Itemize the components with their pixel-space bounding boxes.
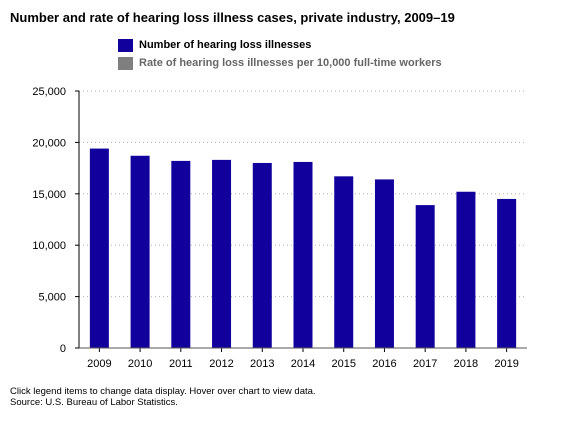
bar[interactable]: [212, 159, 232, 348]
x-tick-label: 2016: [372, 358, 396, 370]
x-tick-label: 2013: [250, 358, 274, 370]
y-tick-label: 5,000: [38, 292, 66, 304]
legend-swatch-number: [118, 38, 133, 52]
y-tick-label: 25,000: [32, 86, 66, 98]
legend-label-rate: Rate of hearing loss illnesses per 10,00…: [139, 57, 442, 69]
footnote-instructions: Click legend items to change data displa…: [10, 386, 316, 397]
bar[interactable]: [89, 148, 109, 348]
bar[interactable]: [334, 176, 354, 348]
bar[interactable]: [497, 198, 517, 348]
x-tick-label: 2014: [291, 358, 315, 370]
x-tick-label: 2018: [454, 358, 478, 370]
y-tick-label: 20,000: [32, 137, 66, 149]
x-tick-label: 2017: [413, 358, 437, 370]
bar[interactable]: [130, 155, 150, 348]
footnote-source: Source: U.S. Bureau of Labor Statistics.: [10, 397, 178, 408]
x-tick-label: 2019: [494, 358, 518, 370]
bar[interactable]: [415, 205, 435, 348]
y-tick-label: 10,000: [32, 240, 66, 252]
bar[interactable]: [293, 161, 313, 348]
bar[interactable]: [456, 191, 476, 348]
legend-label-number: Number of hearing loss illnesses: [139, 39, 312, 51]
legend-item-number[interactable]: Number of hearing loss illnesses: [118, 36, 442, 54]
y-tick-label: 15,000: [32, 189, 66, 201]
footnote: Click legend items to change data displa…: [10, 386, 316, 408]
x-tick-label: 2011: [169, 358, 193, 370]
legend-swatch-rate: [118, 56, 133, 70]
bar[interactable]: [252, 162, 272, 348]
bar[interactable]: [171, 160, 191, 348]
x-tick-label: 2009: [87, 358, 111, 370]
bar[interactable]: [374, 179, 394, 348]
y-tick-label: 0: [60, 343, 66, 355]
x-tick-label: 2010: [128, 358, 152, 370]
legend-item-rate[interactable]: Rate of hearing loss illnesses per 10,00…: [118, 54, 442, 72]
x-tick-label: 2015: [331, 358, 355, 370]
chart-title: Number and rate of hearing loss illness …: [10, 10, 455, 25]
x-tick-label: 2012: [209, 358, 233, 370]
chart-legend: Number of hearing loss illnesses Rate of…: [118, 36, 442, 72]
